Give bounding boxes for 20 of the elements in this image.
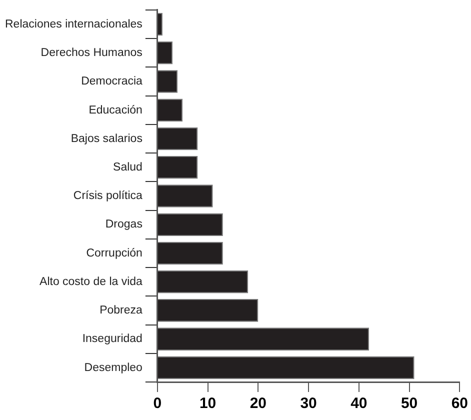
x-tick-label: 40 xyxy=(350,395,368,412)
y-tick-label: Drogas xyxy=(105,218,143,231)
y-tick-label: Corrupción xyxy=(86,247,142,260)
y-tick-label: Desempleo xyxy=(84,362,142,374)
x-tick-label: 60 xyxy=(451,395,468,412)
y-tick-label: Alto costo de la vida xyxy=(40,276,144,288)
y-tick-label: Derechos Humanos xyxy=(40,47,143,60)
y-tick-label: Educación xyxy=(88,104,142,116)
x-tick-label: 20 xyxy=(250,395,267,412)
y-tick-label: Pobreza xyxy=(100,304,144,317)
y-tick-label: Bajos salarios xyxy=(70,132,143,145)
x-tick-label: 10 xyxy=(199,395,216,412)
y-tick-label: Democracia xyxy=(81,76,144,88)
y-tick-label: Inseguridad xyxy=(82,333,142,346)
x-tick-label: 50 xyxy=(400,395,418,412)
x-tick-label: 30 xyxy=(300,395,317,412)
y-tick-label: Crísis política xyxy=(73,190,144,202)
y-tick-label: Relaciones internacionales xyxy=(4,18,143,30)
x-tick-label: 0 xyxy=(153,395,162,412)
y-tick-label: Salud xyxy=(113,162,142,174)
